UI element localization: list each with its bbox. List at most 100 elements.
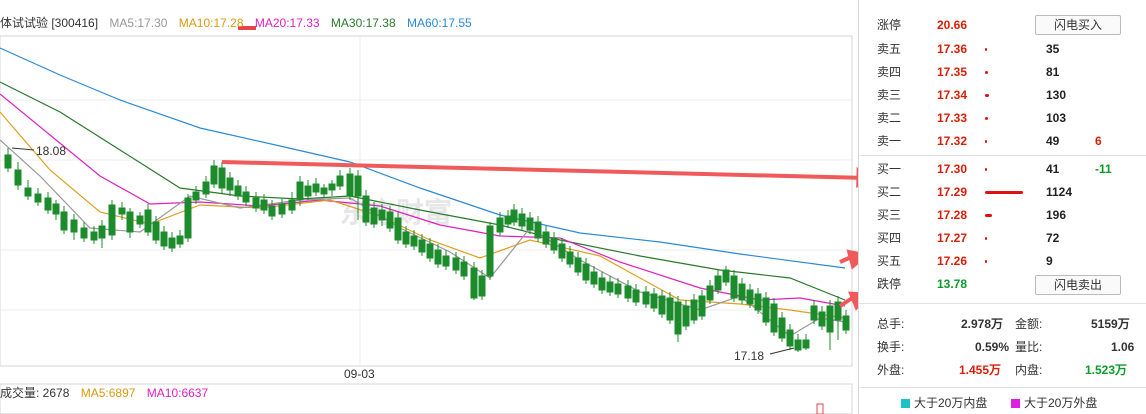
ask-label: 卖五: [877, 42, 902, 56]
candle-body: [144, 209, 152, 233]
candle-body: [126, 211, 134, 233]
bid-row[interactable]: 买五 17.26 9: [859, 250, 1146, 272]
candle-body: [606, 281, 614, 293]
outer-large-swatch: [1011, 399, 1020, 409]
candle-body: [304, 185, 312, 197]
ask-change: 6: [1095, 134, 1102, 148]
ask-row[interactable]: 卖五 17.36 35: [859, 38, 1146, 60]
bid-volume: 41: [1046, 162, 1060, 176]
ma-arrow-upper-head: [846, 249, 858, 270]
ask-volume-bar: [985, 48, 987, 51]
ask-volume: 103: [1046, 111, 1067, 125]
ask-volume: 35: [1046, 42, 1060, 56]
flash-sell-button[interactable]: 闪电卖出: [1035, 275, 1121, 295]
candle-body: [504, 215, 512, 225]
candle-body: [674, 301, 682, 335]
candle-body: [34, 193, 42, 203]
candle-body: [346, 173, 354, 197]
ma20-legend: MA20:17.33: [254, 16, 320, 30]
bid-label: 买一: [877, 162, 902, 176]
ask-row[interactable]: 卖二 17.33 103: [859, 107, 1146, 129]
candle-body: [550, 237, 558, 251]
ask-price: 17.32: [937, 134, 968, 148]
bid-row[interactable]: 买一 17.30 41 -11: [859, 158, 1146, 180]
inner-value: 1.523万: [1085, 363, 1128, 377]
bid-row[interactable]: 买三 17.28 196: [859, 204, 1146, 226]
candle-body: [598, 277, 606, 291]
bid-price: 17.28: [937, 208, 968, 222]
candle-body: [810, 305, 818, 321]
outer-large-text: 大于20万外盘: [1024, 396, 1098, 410]
candle-body: [202, 181, 210, 195]
candle-body: [362, 195, 370, 223]
candle-body: [52, 203, 60, 215]
ma5-legend: MA5:17.30: [109, 16, 168, 30]
bid-row[interactable]: 买四 17.27 72: [859, 227, 1146, 249]
tab-indicator: [238, 26, 256, 30]
amount-value: 5159万: [1091, 317, 1130, 331]
candle-body: [698, 295, 706, 317]
candle-body: [336, 175, 344, 187]
limit-up-label: 涨停: [877, 18, 902, 32]
outer-large-legend: 大于20万外盘: [1011, 392, 1097, 414]
candle-body: [754, 293, 762, 311]
low-pointer: [769, 347, 795, 355]
ask-row[interactable]: 卖四 17.35 81: [859, 61, 1146, 83]
candle-body: [590, 271, 598, 285]
candle-body: [632, 289, 640, 303]
candle-body: [534, 221, 542, 239]
candle-body: [566, 251, 574, 265]
ma20-line: [0, 93, 846, 307]
bid-volume-bar: [985, 260, 987, 263]
candle-body: [296, 181, 304, 201]
candle-body: [690, 299, 698, 321]
candle-body: [818, 311, 826, 327]
candle-body: [418, 239, 426, 253]
bid-price: 17.26: [937, 254, 968, 268]
ask-volume: 130: [1046, 88, 1067, 102]
candle-body: [260, 199, 268, 211]
bid-volume-bar: [985, 168, 987, 171]
date-label: 09-03: [344, 367, 375, 381]
book-divider: [859, 155, 1146, 156]
candle-body: [794, 339, 802, 351]
ask-row[interactable]: 卖一 17.32 49 6: [859, 130, 1146, 152]
candle-body: [320, 187, 328, 195]
ask-price: 17.34: [937, 88, 968, 102]
bid-row[interactable]: 买二 17.29 1124: [859, 181, 1146, 203]
candle-body: [770, 303, 778, 333]
total-hands-label: 总手:: [877, 317, 905, 331]
ask-price: 17.35: [937, 65, 968, 79]
candle-body: [160, 231, 168, 247]
candle-body: [378, 209, 386, 221]
ma10-legend: MA10:17.28: [178, 16, 244, 30]
stock-name: 体试试验 [300416]: [0, 16, 99, 30]
candle-body: [70, 219, 78, 233]
candle-body: [312, 183, 320, 193]
bid-label: 买四: [877, 231, 902, 245]
candle-body: [108, 204, 116, 236]
candle-body: [452, 257, 460, 271]
candle-body: [288, 199, 296, 211]
candle-body: [90, 231, 98, 241]
candle-body: [434, 249, 442, 265]
limit-down-price: 13.78: [937, 277, 968, 291]
ask-row[interactable]: 卖三 17.34 130: [859, 84, 1146, 106]
bid-label: 买三: [877, 208, 902, 222]
ask-volume: 81: [1046, 65, 1060, 79]
candle-body: [642, 291, 650, 305]
total-hands-value: 2.978万: [961, 317, 1004, 331]
candle-body: [582, 263, 590, 281]
candle-body: [496, 217, 504, 233]
chart-frame: [0, 35, 853, 367]
candle-body: [650, 293, 658, 309]
candle-body: [168, 237, 176, 249]
candle-body: [442, 255, 450, 267]
volume-legend: 成交量: 2678 MA5:6897 MA10:6637: [0, 384, 216, 401]
flash-buy-button[interactable]: 闪电买入: [1035, 15, 1121, 35]
bid-volume: 1124: [1046, 185, 1073, 199]
high-label: 18.08: [36, 144, 66, 158]
candle-body: [682, 305, 690, 327]
candle-body: [426, 243, 434, 259]
